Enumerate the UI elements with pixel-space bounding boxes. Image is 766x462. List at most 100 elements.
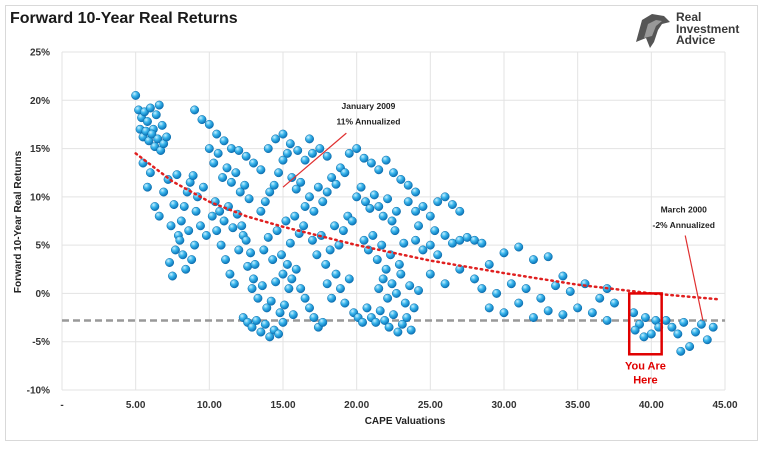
data-point (168, 271, 177, 281)
data-point (529, 313, 538, 323)
data-point (241, 151, 251, 161)
data-point (536, 293, 546, 303)
data-point (391, 206, 401, 216)
data-point (521, 284, 531, 294)
data-point (414, 286, 423, 295)
data-point (198, 182, 208, 192)
data-point (338, 226, 348, 236)
data-point (252, 316, 261, 325)
data-point (296, 177, 306, 187)
data-point (154, 211, 164, 221)
data-point (430, 226, 440, 236)
data-point (361, 197, 370, 207)
data-point (640, 313, 650, 323)
data-point (347, 216, 357, 226)
data-point (315, 144, 325, 154)
data-point (477, 284, 487, 294)
data-point (201, 231, 211, 240)
data-point (253, 293, 263, 303)
data-point (425, 240, 435, 250)
data-point (154, 100, 164, 110)
data-point (290, 211, 300, 221)
data-point (383, 293, 393, 303)
data-point (150, 202, 160, 211)
data-point (691, 327, 700, 337)
x-tick-label: 10.00 (197, 400, 222, 411)
data-point (240, 180, 250, 190)
data-point (256, 165, 266, 175)
data-point (425, 211, 435, 221)
data-point (268, 255, 278, 265)
data-point (309, 313, 319, 323)
data-point (277, 250, 286, 260)
data-point (440, 192, 450, 202)
data-point (256, 327, 266, 337)
annotation-jan-2009-title: January 2009 (342, 101, 396, 111)
x-tick-label: 45.00 (712, 400, 737, 411)
annotations: January 2009 11% Annualized March 2000 -2% … (282, 101, 715, 386)
data-point (305, 134, 314, 144)
data-point (257, 281, 267, 291)
data-point (499, 248, 509, 258)
data-point (378, 274, 388, 284)
data-point (266, 296, 276, 306)
data-point (356, 182, 366, 192)
data-point (175, 235, 185, 245)
data-point (352, 144, 362, 154)
data-point (389, 310, 398, 320)
data-point (673, 329, 683, 339)
y-tick-label: 25% (30, 48, 50, 59)
logo-text: Real Investment Advice (676, 10, 740, 47)
data-point (433, 250, 443, 260)
data-point (228, 223, 238, 233)
data-point (288, 310, 298, 320)
data-point (425, 269, 435, 279)
data-point (484, 260, 494, 269)
annotation-mar-2000-pointer (684, 235, 704, 321)
y-tick-label: 15% (30, 144, 50, 155)
data-point (359, 153, 369, 163)
data-point (378, 211, 388, 221)
data-point (380, 316, 390, 325)
data-point (322, 151, 332, 161)
data-point (274, 168, 284, 178)
data-point (369, 190, 379, 200)
data-point (151, 110, 161, 120)
data-point (359, 235, 369, 245)
data-point (587, 308, 597, 318)
data-point (170, 245, 180, 255)
data-point (291, 264, 301, 274)
data-point (249, 274, 258, 284)
data-point (226, 144, 236, 154)
data-point (331, 269, 341, 279)
data-point (340, 168, 350, 178)
data-point (222, 163, 232, 173)
data-point (573, 303, 583, 313)
data-point (204, 144, 214, 154)
data-point (221, 255, 230, 265)
data-point (284, 284, 294, 294)
data-point (207, 211, 217, 221)
data-point (391, 288, 401, 298)
data-point (305, 192, 314, 202)
data-point (219, 136, 229, 146)
data-point (381, 155, 391, 165)
data-point (153, 134, 163, 144)
data-point (344, 148, 354, 158)
data-point (278, 155, 288, 165)
you-are-here-box (627, 292, 663, 356)
data-point (340, 298, 350, 308)
data-point (285, 139, 295, 149)
x-tick-label: 30.00 (491, 400, 516, 411)
data-point (708, 322, 718, 332)
data-point (218, 173, 228, 182)
data-point (287, 274, 297, 284)
data-point (366, 158, 376, 168)
data-point (433, 197, 443, 207)
data-point (204, 119, 214, 129)
data-point (250, 260, 260, 269)
data-point (411, 187, 421, 197)
data-point (275, 308, 285, 318)
data-point (470, 274, 479, 284)
data-point (477, 238, 487, 248)
